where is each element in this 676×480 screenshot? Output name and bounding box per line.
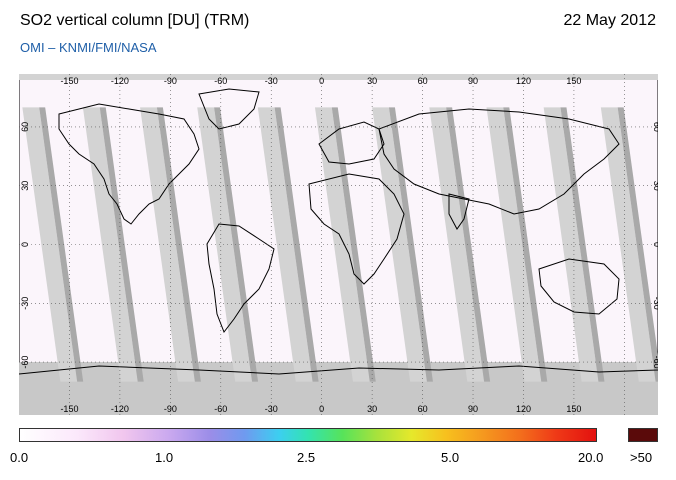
swath-gap — [257, 107, 313, 382]
north-polar-band — [19, 74, 658, 80]
lat-tick-label: -30 — [652, 297, 658, 310]
swath-edge — [503, 107, 548, 382]
colorbar-label-3: 5.0 — [441, 450, 460, 465]
swath-gap — [82, 107, 138, 382]
lat-tick-label: 0 — [652, 242, 658, 247]
south-america-coast — [206, 223, 275, 334]
swath-edge — [156, 107, 201, 382]
lat-tick-label: 30 — [652, 181, 658, 191]
swath-gap — [429, 107, 485, 382]
lon-tick-label: 120 — [516, 76, 531, 86]
top-lon-ticks: -150 -120 -90 -60 -30 0 30 60 90 120 150 — [60, 76, 581, 86]
colorbar-label-2: 2.5 — [297, 450, 316, 465]
colorbar-label-4: 20.0 — [578, 450, 604, 465]
lon-tick-label: -90 — [164, 404, 177, 414]
greenland-coast — [198, 88, 260, 130]
lon-tick-label: -30 — [265, 404, 278, 414]
lon-tick-label: 0 — [319, 404, 324, 414]
lat-tick-label: 60 — [20, 122, 30, 132]
lon-tick-label: 0 — [319, 76, 324, 86]
lon-tick-label: 60 — [418, 404, 428, 414]
lat-tick-label: 30 — [20, 181, 30, 191]
lon-tick-label: 150 — [566, 76, 581, 86]
lon-tick-label: -150 — [60, 404, 78, 414]
swath-edge — [39, 107, 84, 382]
swath-edge — [274, 107, 319, 382]
swath-gap — [314, 107, 370, 382]
colorbar-label-1: 1.0 — [155, 450, 174, 465]
swath-edge — [214, 107, 259, 382]
swath-gap — [486, 107, 542, 382]
lon-tick-label: 30 — [367, 76, 377, 86]
data-credit: OMI – KNMI/FMI/NASA — [20, 40, 157, 55]
swath-edge — [446, 107, 491, 382]
lon-tick-label: -120 — [111, 404, 129, 414]
australia-coast — [538, 258, 620, 315]
lon-tick-label: 150 — [566, 404, 581, 414]
lon-tick-label: -90 — [164, 76, 177, 86]
lon-tick-label: 120 — [516, 404, 531, 414]
map-title: SO2 vertical column [DU] (TRM) — [20, 12, 250, 29]
africa-coast — [308, 173, 405, 285]
swath-gap — [22, 107, 78, 382]
lon-tick-label: -120 — [111, 76, 129, 86]
bottom-lon-ticks: -150 -120 -90 -60 -30 0 30 60 90 120 150 — [60, 404, 581, 414]
colorbar-label-0: 0.0 — [10, 450, 29, 465]
world-map: -150 -120 -90 -60 -30 0 30 60 90 120 150 -150 -120-… — [18, 73, 662, 416]
lon-tick-label: -60 — [214, 76, 227, 86]
overflow-color-box — [628, 428, 658, 442]
lon-tick-label: -60 — [214, 404, 227, 414]
lon-tick-label: 60 — [418, 76, 428, 86]
swath-edge — [388, 107, 433, 382]
north-america-coast — [58, 103, 200, 225]
map-date: 22 May 2012 — [563, 12, 656, 29]
lon-tick-label: 90 — [468, 404, 478, 414]
swath-edge — [99, 107, 144, 382]
lon-tick-label: -30 — [265, 76, 278, 86]
lon-tick-label: 90 — [468, 76, 478, 86]
colorbar-overflow-label: >50 — [630, 450, 653, 465]
lat-tick-label: 60 — [652, 122, 658, 132]
coastlines — [18, 88, 659, 375]
right-lat-ticks: 60 30 0 -30 -60 — [652, 122, 662, 369]
lat-tick-label: -60 — [20, 356, 30, 369]
lat-tick-label: -30 — [20, 297, 30, 310]
india-coast — [448, 193, 470, 230]
left-lat-ticks: 60 30 0 -30 -60 — [20, 122, 30, 369]
lon-tick-label: 30 — [367, 404, 377, 414]
lat-tick-label: 0 — [20, 242, 30, 247]
antarctica-coast — [18, 365, 659, 375]
graticule — [19, 74, 658, 415]
color-scale-bar — [19, 428, 597, 442]
lon-tick-label: -150 — [60, 76, 78, 86]
swath-gap — [600, 107, 656, 382]
asia-coast — [378, 108, 620, 215]
lat-tick-label: -60 — [652, 356, 658, 369]
